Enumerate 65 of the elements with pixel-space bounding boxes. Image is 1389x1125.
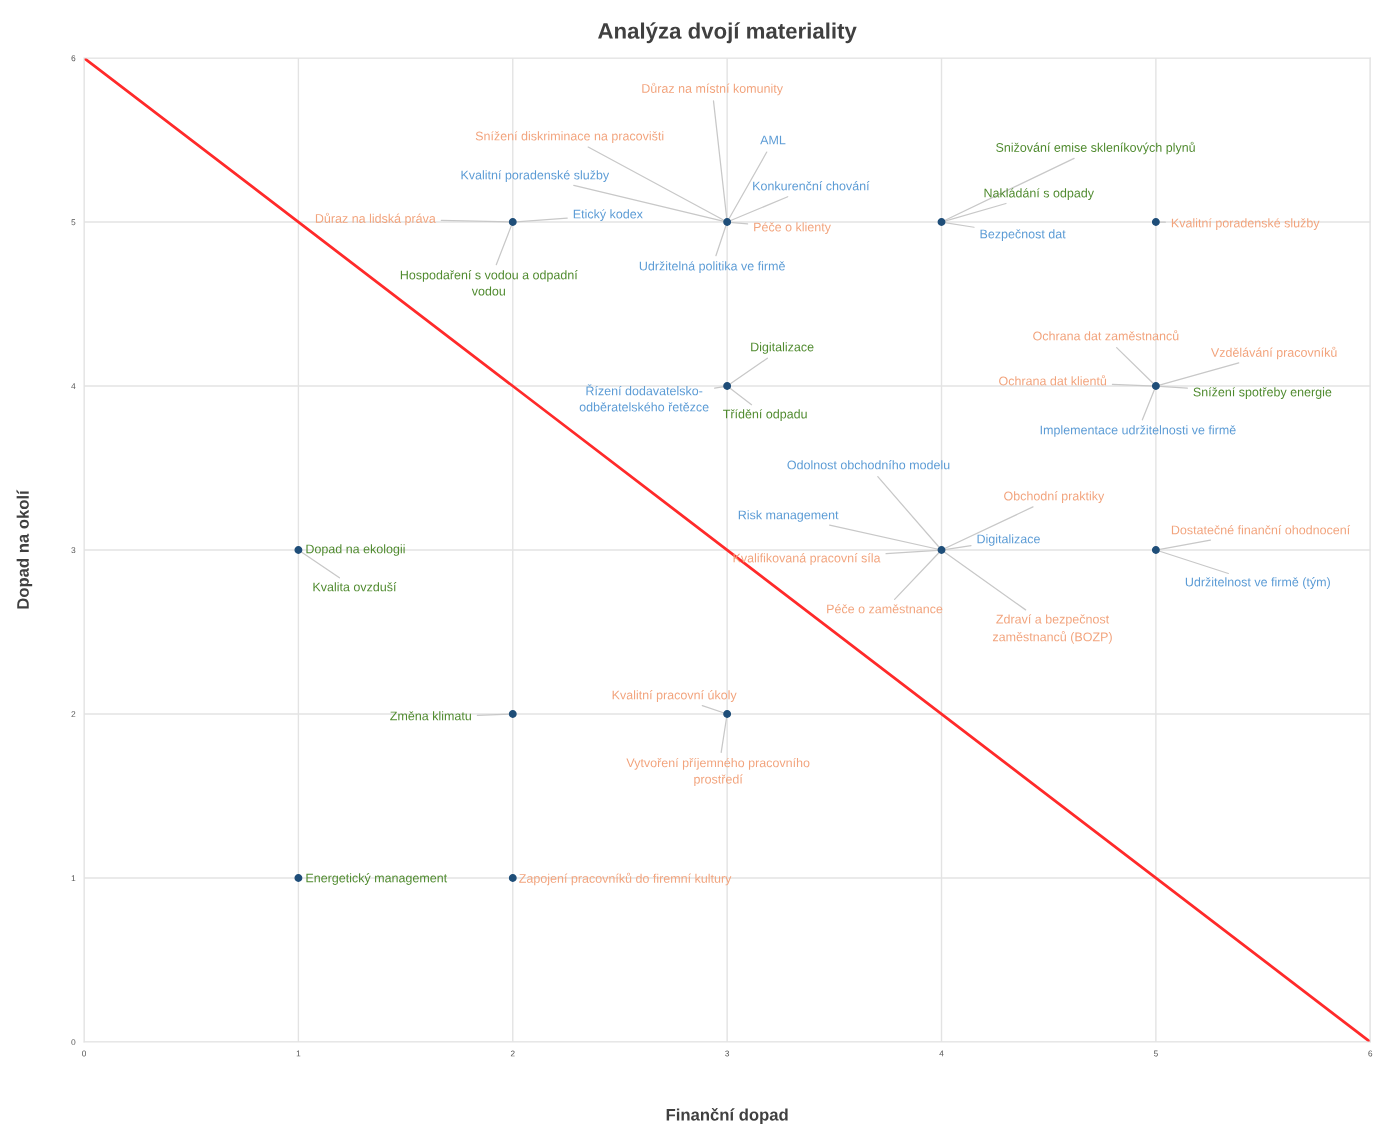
x-tick-label: 0	[82, 1050, 87, 1057]
annotation: Snižování emise skleníkových plynů	[996, 141, 1195, 155]
x-tick-label: 2	[510, 1050, 515, 1057]
point	[508, 710, 517, 718]
annotation: Udržitelná politika ve firmě	[639, 261, 785, 273]
annotation: Snížení diskriminace na pracovišti	[475, 131, 664, 143]
annotation: Důraz na místní komunity	[642, 82, 783, 96]
x-tick-label: 6	[1368, 1050, 1373, 1057]
annotation: Změna klimatu	[390, 711, 471, 721]
y-tick-label: 5	[71, 219, 76, 226]
x-tick-label: 3	[725, 1050, 730, 1057]
annotation: Digitalizace	[751, 342, 814, 354]
annotation: Důraz na lidská práva	[315, 212, 436, 226]
annotation: AML	[760, 135, 786, 145]
x-tick-label: 1	[296, 1050, 301, 1057]
x-tick-label: 5	[1153, 1050, 1158, 1057]
annotation: Digitalizace	[977, 534, 1040, 546]
annotation: Dostatečné finanční ohodnocení	[1171, 525, 1351, 535]
annotation: Péče o zaměstnance	[827, 604, 943, 614]
y-axis-title: Dopad na okolí	[16, 489, 33, 609]
annotation: Dopad na ekologii	[306, 544, 405, 556]
annotation: Kvalita ovzduší	[313, 582, 397, 592]
annotation: Ochrana dat klientů	[999, 375, 1107, 386]
point	[508, 218, 517, 226]
annotation: Ochrana dat zaměstnanců	[1033, 330, 1179, 341]
annotation: Etický kodex	[573, 209, 643, 221]
annotation: Kvalitní pracovní úkoly	[612, 690, 737, 702]
y-tick-label: 4	[71, 383, 76, 390]
point	[937, 546, 946, 554]
annotation: Implementace udržitelnosti ve firmě	[1040, 425, 1236, 437]
y-tick-label: 0	[71, 1039, 76, 1046]
y-tick-label: 1	[71, 875, 76, 882]
point	[1151, 546, 1160, 554]
annotation: Kvalitní poradenské služby	[1171, 218, 1320, 230]
annotation: Obchodní praktiky	[1004, 491, 1105, 503]
annotation: Hospodaření s vodou a odpadní vodou	[400, 270, 578, 296]
annotation: Snížení spotřeby energie	[1193, 387, 1332, 399]
annotation: Energetický management	[306, 873, 448, 885]
annotation: Kvalitní poradenské služby	[461, 170, 610, 182]
annotation: Nakládání s odpady	[984, 188, 1094, 200]
annotation: Udržitelnost ve firmě (tým)	[1185, 577, 1330, 589]
annotation: Konkurenční chování	[753, 181, 870, 191]
annotation: Třídění odpadu	[723, 409, 807, 421]
y-tick-label: 6	[71, 55, 76, 62]
point	[508, 874, 517, 882]
y-tick-label: 3	[71, 547, 76, 554]
annotation: Zdraví a bezpečnost zaměstnanců (BOZP)	[992, 614, 1112, 644]
annotation: Bezpečnost dat	[980, 229, 1066, 241]
point	[723, 382, 732, 390]
point	[1151, 218, 1160, 226]
annotation: Péče o klienty	[754, 222, 831, 234]
chart-title: Analýza dvojí materiality	[598, 22, 857, 44]
annotation: Odolnost obchodního modelu	[787, 460, 950, 470]
point	[723, 710, 732, 718]
annotation: Vzdělávání pracovníků	[1210, 346, 1337, 360]
x-tick-label: 4	[939, 1050, 944, 1057]
point	[937, 218, 946, 226]
point	[1151, 382, 1160, 390]
annotation: Zapojení pracovníků do firemní kultury	[519, 872, 732, 886]
annotation: Risk management	[738, 510, 839, 522]
annotation: Vytvoření příjemného pracovního prostředí	[626, 757, 810, 787]
point	[723, 218, 732, 226]
x-axis-title: Finanční dopad	[666, 1108, 788, 1124]
annotation: Řízení dodavatelsko- odběratelského řetězce	[579, 384, 709, 412]
y-tick-label: 2	[71, 711, 76, 718]
